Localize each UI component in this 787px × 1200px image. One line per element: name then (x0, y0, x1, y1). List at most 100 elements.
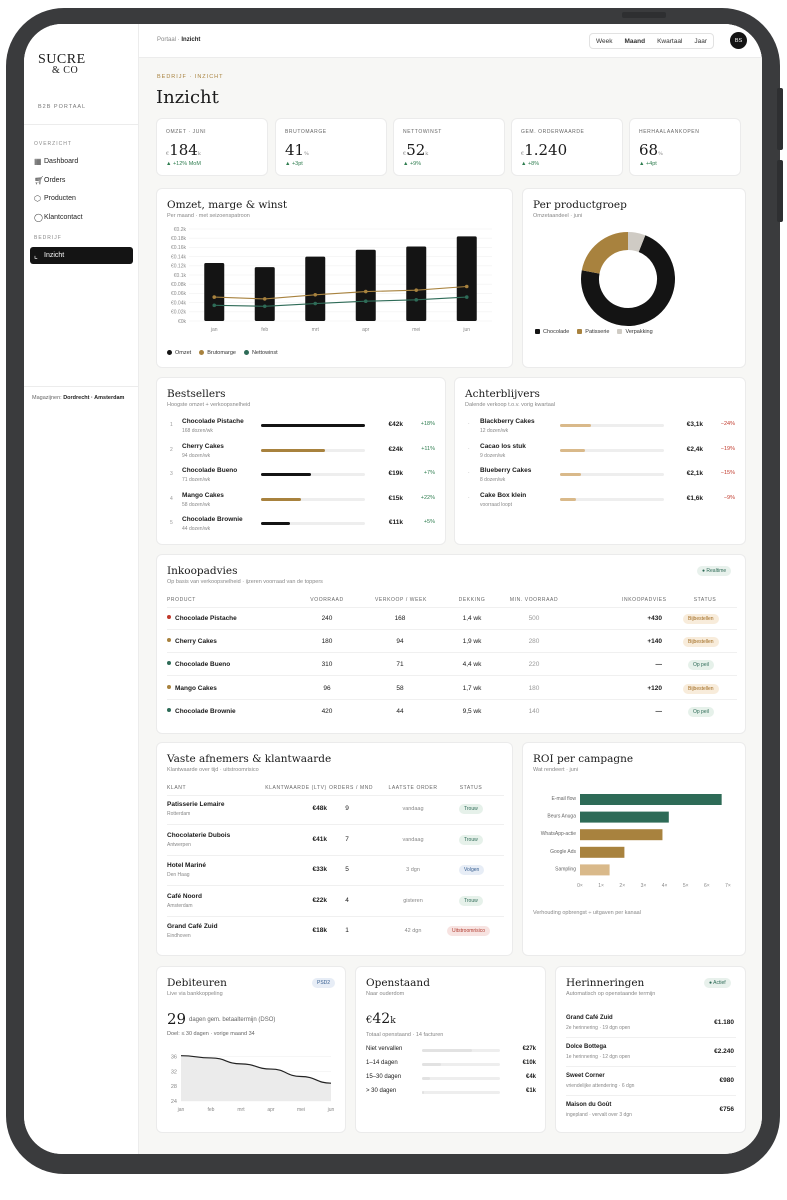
customer-name[interactable]: Hotel Mariné (167, 862, 207, 869)
status-dot (167, 638, 171, 643)
reminder-name[interactable]: Dolce Bottega (566, 1044, 607, 1050)
progress-track (560, 448, 664, 452)
divider (24, 124, 139, 125)
bestseller-row[interactable]: 4 Mango Cakes 58 dozen/wk €15k +22% (157, 492, 445, 512)
reminder-name[interactable]: Grand Café Zuid (566, 1015, 613, 1021)
x-tick-label: jan (210, 327, 218, 333)
cart-icon: 🛒︎ (34, 176, 45, 185)
period-month-button[interactable]: Maand (624, 37, 646, 45)
product-cell[interactable]: Chocolade Bueno (167, 661, 230, 668)
rank-number: 4 (170, 495, 173, 502)
sidebar-item-orders[interactable]: 🛒︎ Orders (30, 172, 133, 189)
customer-name[interactable]: Patisserie Lemaire (167, 801, 225, 808)
row-divider (167, 675, 737, 677)
customer-name[interactable]: Café Noord (167, 892, 203, 900)
progress-track (560, 497, 664, 501)
product-cell[interactable]: Mango Cakes (167, 684, 217, 692)
donut-slice (581, 235, 675, 326)
laggard-row[interactable]: · Cake Box klein voorraad loopt €1,6k −9% (455, 492, 745, 512)
customer-name[interactable]: Chocolaterie Dubois (167, 831, 231, 839)
warehouse-info: Magazijnen: Dordrecht · Amsterdam (32, 394, 132, 403)
rank-number: 5 (170, 520, 173, 526)
laggard-row[interactable]: · Cacao los stuk 9 dozen/wk €2,4k −19% (455, 443, 745, 463)
min-cell: 220 (528, 661, 540, 669)
progress-track (261, 424, 365, 427)
aging-fill (422, 1077, 430, 1080)
last-order-cell: vandaag (402, 806, 424, 812)
section-company-label: BEDRIJF (34, 235, 62, 241)
kpi-suffix: k (425, 151, 429, 157)
app-screen: SUCRE & CO B2B PORTAAL OVERZICHT ▦ Dashb… (24, 24, 762, 1154)
legend-label: Patisserie (585, 329, 610, 335)
product-velocity: voorraad loopt (480, 501, 512, 508)
reminder-name[interactable]: Sweet Corner (566, 1073, 605, 1079)
omzet-bar (305, 256, 326, 321)
last-order-cell: gisteren (403, 897, 423, 904)
logo-line-1: SUCRE (38, 52, 86, 67)
series-point (212, 295, 217, 299)
card-subtitle: Per maand · met seizoenspatroon (167, 213, 250, 219)
rank-number: 1 (170, 422, 173, 428)
product-cell[interactable]: Chocolade Pistache (167, 615, 237, 622)
avatar[interactable]: BS (730, 32, 747, 49)
sidebar-item-producten[interactable]: ⬡ Producten (30, 190, 133, 207)
kpi-prefix: € (166, 151, 170, 157)
period-week-button[interactable]: Week (596, 37, 613, 45)
kpi-change: ▲ +12% MoM (166, 161, 201, 167)
bestseller-row[interactable]: 5 Chocolade Brownie 44 dozen/wk €11k +5% (157, 516, 445, 536)
customers-card: Vaste afnemers & klantwaarde Klantwaarde… (156, 742, 513, 956)
brand-logo[interactable]: SUCRE & CO (38, 52, 86, 77)
kpi-value: €184k (166, 141, 201, 159)
product-velocity: 8 dozen/wk (480, 477, 506, 483)
topbar: Portaal · Inzicht Week Maand Kwartaal Ja… (139, 24, 762, 58)
sidebar: SUCRE & CO B2B PORTAAL OVERZICHT ▦ Dashb… (24, 24, 139, 1154)
kpi-suffix: % (304, 151, 309, 157)
bestseller-row[interactable]: 1 Chocolade Pistache 168 dozen/wk €42k +18% (157, 418, 445, 438)
sidebar-item-klantcontact[interactable]: ◯ Klantcontact (30, 209, 133, 226)
change-pct: −19% (720, 445, 735, 452)
customer-city: Eindhoven (167, 933, 191, 939)
status-badge: Trouw (459, 804, 483, 814)
product-cell[interactable]: Cherry Cakes (167, 638, 217, 645)
series-point (414, 288, 419, 292)
sidebar-item-dashboard[interactable]: ▦ Dashboard (30, 153, 133, 170)
column-header: DEKKING (458, 597, 486, 603)
progress-track (261, 522, 365, 525)
reminder-name[interactable]: Maison du Goût (566, 1102, 612, 1108)
bestseller-row[interactable]: 2 Cherry Cakes 94 dozen/wk €24k +11% (157, 443, 445, 463)
progress-fill (261, 473, 311, 476)
kpi-number: 41 (285, 141, 305, 159)
roi-category-label: WhatsApp-actie (541, 831, 577, 837)
sidebar-item-inzicht[interactable]: ⌞ Inzicht (30, 247, 133, 264)
dso-label: dagen gem. betaaltermijn (DSO) (189, 1017, 276, 1023)
reminder-detail: ingepland · vervalt over 3 dgn (566, 1112, 632, 1118)
row-divider (566, 1095, 736, 1096)
series-point (464, 295, 469, 299)
customer-name[interactable]: Grand Café Zuid (167, 923, 218, 930)
laggard-row[interactable]: · Blackberry Cakes 12 dozen/wk €3,1k −24% (455, 418, 745, 438)
change-pct: −9% (723, 494, 735, 501)
period-year-button[interactable]: Jaar (694, 37, 708, 45)
status-dot (167, 684, 171, 689)
column-header: KLANT (167, 785, 187, 791)
kpi-label: BRUTOMARGE (285, 129, 327, 135)
card-title: Debiteuren (167, 977, 227, 989)
breadcrumb-root[interactable]: Portaal · (157, 37, 180, 43)
card-title: Bestsellers (167, 388, 226, 400)
column-header: PRODUCT (167, 597, 196, 603)
bestseller-row[interactable]: 3 Chocolade Bueno 71 dozen/wk €19k +7% (157, 467, 445, 487)
status-badge: Trouw (459, 895, 483, 906)
period-quarter-button[interactable]: Kwartaal (657, 37, 683, 45)
customer-city: Rotterdam (167, 811, 191, 817)
min-cell: 500 (528, 615, 540, 622)
donut-slice (627, 232, 646, 253)
laggard-row[interactable]: · Blueberry Cakes 8 dozen/wk €2,1k −15% (455, 467, 745, 487)
x-tick-label: apr (267, 1107, 275, 1113)
dso-value: 29 (167, 1010, 187, 1028)
orders-cell: 5 (345, 866, 349, 873)
legend-swatch (199, 350, 205, 355)
customer-city: Antwerpen (167, 841, 191, 848)
product-cell[interactable]: Chocolade Brownie (167, 707, 236, 715)
divider (24, 386, 139, 387)
revenue-amount: €11k (388, 519, 403, 526)
